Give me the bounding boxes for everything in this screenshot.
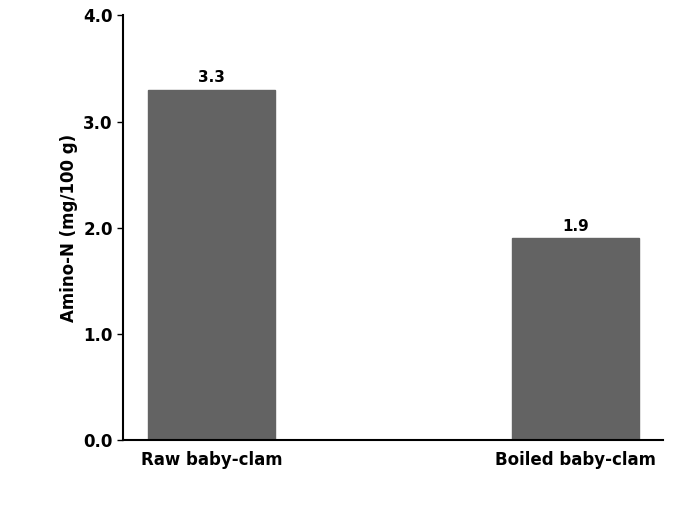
Text: 1.9: 1.9 — [562, 219, 589, 234]
Text: 3.3: 3.3 — [198, 71, 225, 86]
Bar — [512, 239, 639, 440]
Bar — [148, 90, 275, 440]
Y-axis label: Amino-N (mg/100 g): Amino-N (mg/100 g) — [60, 134, 78, 322]
